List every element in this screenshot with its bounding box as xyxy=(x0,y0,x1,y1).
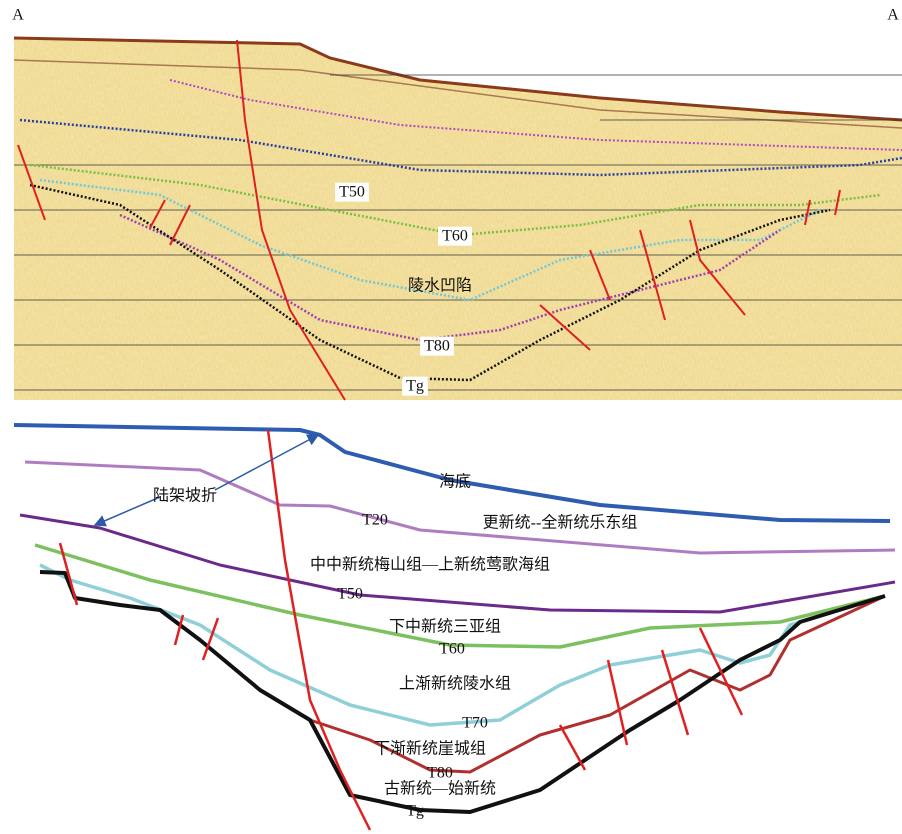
unit-label: 上渐新统陵水组 xyxy=(399,675,511,693)
unit-label: T20 xyxy=(362,512,388,529)
unit-label: Tg xyxy=(406,803,424,820)
unit-label: 海底 xyxy=(439,473,471,491)
unit-label: 陆架坡折 xyxy=(153,487,217,505)
corner-label: A xyxy=(12,7,24,24)
unit-label: T70 xyxy=(462,715,488,732)
horizon-label: 陵水凹陷 xyxy=(408,277,472,295)
horizon-label: T80 xyxy=(424,338,450,355)
unit-label: T60 xyxy=(439,641,465,658)
seismic-panel xyxy=(14,35,902,400)
unit-label: 下中新统三亚组 xyxy=(389,618,501,636)
unit-label: 中中新统梅山组—上新统莺歌海组 xyxy=(310,556,550,574)
geologic-section-figure: A A T50 T60 陵水凹陷 T80 Tg 海底陆架坡折 T20 更新统--全新统乐东组中… xyxy=(0,0,902,834)
horizon-label: Tg xyxy=(406,378,424,395)
unit-label: 古新统—始新统 xyxy=(384,780,496,798)
unit-label: T80 xyxy=(427,765,453,782)
unit-label: 更新统--全新统乐东组 xyxy=(483,514,638,532)
corner-label: A xyxy=(887,7,899,24)
unit-label: T50 xyxy=(337,586,363,603)
unit-label: 下渐新统崖城组 xyxy=(374,740,486,758)
horizon-label: T60 xyxy=(442,228,468,245)
horizon-label: T50 xyxy=(339,184,365,201)
